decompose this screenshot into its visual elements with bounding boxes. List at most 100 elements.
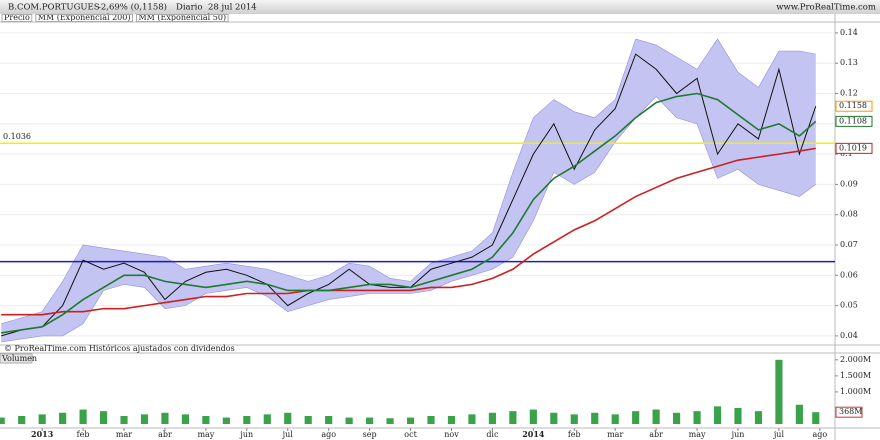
- legend-box: [35, 14, 133, 22]
- current-volume: 368M: [839, 407, 862, 416]
- volume-bar: [795, 404, 803, 424]
- last-value-label: 0.1158: [839, 101, 867, 110]
- volume-bar: [284, 412, 292, 424]
- y-tick-label: 0.04: [840, 331, 858, 340]
- volume-bar: [611, 414, 619, 424]
- volume-bar: [775, 359, 783, 424]
- last-value-box: [835, 100, 873, 112]
- volume-bar: [509, 411, 517, 424]
- volume-bar: [591, 412, 599, 424]
- volume-bar: [427, 415, 435, 424]
- volume-bar: [38, 414, 46, 424]
- y-tick-label: 2.000M: [840, 355, 871, 364]
- volume-bar: [0, 417, 5, 424]
- volume-bar: [812, 412, 820, 424]
- legend-label: Precio: [4, 13, 30, 22]
- volume-bar: [222, 417, 230, 424]
- volume-bar: [366, 417, 374, 424]
- x-tick-label: jul: [282, 430, 294, 439]
- last-value-box: [835, 406, 863, 418]
- volume-bar: [550, 412, 558, 424]
- header-bar: [0, 0, 880, 14]
- x-tick-label: sep: [363, 430, 377, 439]
- y-tick-label: 0.07: [840, 240, 858, 249]
- y-tick-label: 0.06: [840, 270, 858, 279]
- volume-bar: [488, 412, 496, 424]
- x-tick-label: jun: [731, 430, 745, 439]
- date: 28 jul 2014: [208, 3, 257, 13]
- y-tick-label: 0.05: [840, 301, 858, 310]
- volume-bar: [406, 417, 415, 424]
- volume-title: Volumen: [1, 354, 37, 363]
- volume-bar: [202, 415, 210, 424]
- volume-bar: [652, 409, 660, 424]
- series-line: [1, 147, 816, 316]
- volume-bar: [161, 412, 169, 424]
- y-tick-label: 1.000M: [840, 387, 871, 396]
- volume-bar: [693, 411, 701, 424]
- y-tick-label: 0.09: [840, 179, 858, 188]
- volume-bar: [386, 418, 394, 424]
- legend-label: MM (Exponencial 50): [138, 13, 226, 22]
- annotation: © ProRealTime.com Históricos ajustados c…: [4, 344, 235, 353]
- x-tick-label: 2014: [522, 429, 545, 439]
- legend-label: MM (Exponencial 200): [38, 13, 131, 22]
- x-tick-label: dic: [486, 430, 499, 439]
- y-tick-label: 0.13: [840, 58, 858, 67]
- volume-bar: [468, 414, 476, 424]
- instrument: B.COM.PORTUGUES: [8, 3, 100, 13]
- volume-bar: [79, 409, 87, 424]
- volume-bar: [59, 412, 67, 424]
- x-tick-label: ago: [812, 430, 827, 439]
- volume-bar: [263, 414, 271, 424]
- x-tick-label: jul: [773, 430, 785, 439]
- volume-bar: [713, 406, 722, 424]
- volume-bar: [447, 415, 456, 424]
- last-value-box: [835, 115, 873, 127]
- period: Diario: [176, 3, 203, 13]
- x-tick-label: may: [197, 430, 214, 439]
- volume-bar: [754, 411, 763, 424]
- band-lower: [1, 96, 816, 343]
- legend-box: [1, 14, 33, 22]
- volume-bar: [570, 414, 578, 424]
- volume-title-box: [0, 353, 33, 364]
- y-tick-label: 0.08: [840, 210, 858, 219]
- volume-bar: [99, 411, 108, 424]
- x-tick-label: may: [689, 430, 706, 439]
- x-tick-label: feb: [77, 430, 90, 439]
- change: -2,69% (0,1158): [98, 2, 167, 13]
- volume-bar: [120, 415, 128, 424]
- x-tick-label: feb: [568, 430, 581, 439]
- volume-bar: [529, 409, 537, 424]
- site: www.ProRealTime.com: [776, 3, 876, 13]
- level-label: 0.1036: [3, 132, 31, 141]
- last-value-box: [835, 142, 873, 154]
- x-tick-label: ago: [321, 430, 336, 439]
- x-tick-label: abr: [158, 430, 172, 439]
- x-tick-label: 2013: [31, 429, 54, 439]
- y-tick-label: 0.12: [840, 89, 858, 98]
- y-tick-label: 1.500M: [840, 371, 871, 380]
- volume-bar: [140, 414, 149, 424]
- x-tick-label: jun: [239, 430, 253, 439]
- x-tick-label: mar: [607, 430, 623, 439]
- band-area: [1, 38, 816, 342]
- volume-bar: [673, 412, 681, 424]
- last-value-label: 0.1108: [839, 116, 867, 125]
- volume-bar: [243, 415, 251, 424]
- volume-bar: [18, 415, 26, 424]
- x-tick-label: oct: [404, 430, 417, 439]
- band-upper: [1, 38, 816, 325]
- x-tick-label: nov: [444, 430, 459, 439]
- volume-bar: [734, 407, 742, 424]
- volume-bar: [181, 414, 190, 424]
- x-tick-label: mar: [116, 430, 132, 439]
- legend-box: [135, 14, 229, 22]
- volume-bar: [325, 415, 333, 424]
- y-tick-label: 0.14: [840, 28, 858, 37]
- series-line: [1, 92, 817, 334]
- volume-bar: [345, 417, 353, 424]
- x-tick-label: abr: [649, 430, 663, 439]
